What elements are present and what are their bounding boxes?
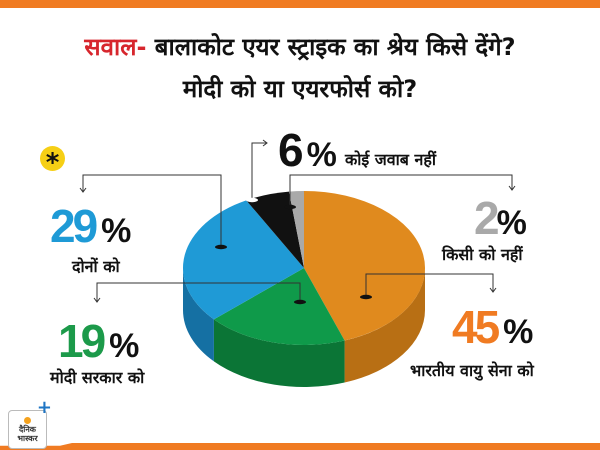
leader-dot-modi [294, 299, 306, 305]
value-label-modi: 19% [58, 318, 139, 364]
arrow-icon-none [508, 185, 516, 191]
value-airforce: 45 [452, 301, 500, 353]
pie-slice-3 [246, 191, 304, 268]
logo-text-2: भास्कर [17, 434, 38, 443]
leader-line-none [289, 174, 513, 207]
value-both: 29 [50, 200, 98, 252]
category-label-both: दोनों को [72, 257, 120, 276]
percent-sign: % [496, 204, 527, 242]
leader-line-airforce [365, 273, 494, 297]
asterisk-badge: * [40, 146, 65, 178]
bottom-accent-bar [0, 443, 600, 450]
leader-dot-none [284, 204, 296, 210]
value-none: 2 [474, 192, 500, 244]
leader-line-both [82, 174, 222, 247]
category-label-modi: मोदी सरकार को [50, 368, 145, 387]
pie-side-1 [213, 319, 345, 388]
logo-text-1: दैनिक [19, 425, 36, 434]
percent-sign: % [109, 327, 140, 365]
arrow-icon-airforce [489, 287, 497, 293]
dainik-bhaskar-logo: + दैनिक भास्कर [8, 399, 52, 449]
leader-dot-both [215, 244, 227, 250]
arrow-icon-no-answer [262, 139, 268, 147]
percent-sign: % [306, 136, 337, 174]
leader-line-no-answer [251, 142, 267, 200]
category-label-none: किसी को नहीं [442, 245, 523, 264]
value-no-answer: 6 [278, 124, 304, 176]
value-label-airforce: 45% [452, 304, 533, 350]
plus-icon: + [36, 397, 52, 418]
value-modi: 19 [58, 315, 106, 367]
title-prefix: सवाल- [84, 33, 147, 61]
chart-title-line1: सवाल- बालाकोट एयर स्ट्राइक का श्रेय किसे… [0, 30, 600, 63]
category-label-airforce: भारतीय वायु सेना को [410, 361, 534, 380]
chart-title-line2: मोदी को या एयरफोर्स को? [182, 75, 418, 103]
arrow-icon-modi [93, 297, 101, 303]
pie-side-0 [344, 268, 425, 383]
leader-dot-airforce [360, 294, 372, 300]
pie-slice-4 [288, 191, 304, 268]
sun-dot-icon [24, 417, 31, 424]
category-label-no-answer: कोई जवाब नहीं [345, 150, 436, 169]
pie-slice-2 [182, 200, 304, 320]
leader-dot-no-answer [246, 197, 258, 203]
top-accent-bar [0, 0, 600, 8]
value-label-no-answer: 6% [278, 127, 337, 173]
percent-sign: % [503, 313, 534, 351]
pie-slice-1 [213, 268, 345, 345]
value-label-none: 2% [474, 195, 527, 241]
arrow-icon-both [79, 187, 87, 193]
pie-slice-0 [304, 191, 426, 341]
leader-line-modi [96, 282, 301, 302]
pie-side-2 [183, 268, 214, 362]
value-label-both: 29% [50, 203, 131, 249]
percent-sign: % [101, 212, 132, 250]
title-question: बालाकोट एयर स्ट्राइक का श्रेय किसे देंगे… [146, 33, 516, 61]
